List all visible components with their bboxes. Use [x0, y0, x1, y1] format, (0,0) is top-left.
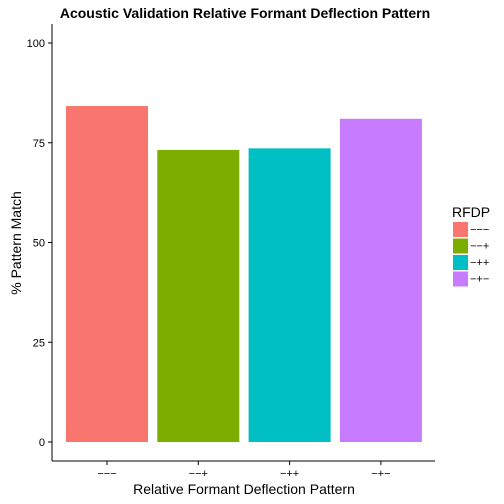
bar-1 — [66, 106, 148, 443]
legend-swatch — [453, 271, 468, 287]
y-axis-ticks: 0 25 50 75 100 — [27, 38, 52, 449]
legend-title: RFDP — [452, 204, 490, 220]
x-tick-label: −−− — [97, 468, 116, 480]
legend: RFDP −−− −−+ −++ −+− — [452, 204, 490, 287]
y-axis-title: % Pattern Match — [8, 191, 24, 295]
y-tick-label: 25 — [33, 337, 45, 349]
x-tick-label: −++ — [280, 468, 299, 480]
y-tick-label: 75 — [33, 138, 45, 150]
y-tick-label: 100 — [27, 38, 45, 50]
bar-2 — [157, 149, 240, 442]
x-axis-title: Relative Formant Deflection Pattern — [133, 481, 355, 497]
legend-swatch — [453, 238, 468, 254]
legend-label: −++ — [470, 257, 489, 269]
y-tick-label: 0 — [39, 437, 45, 449]
x-axis-ticks: −−− −−+ −++ −+− — [97, 461, 391, 480]
x-tick-label: −+− — [371, 468, 390, 480]
chart-title: Acoustic Validation Relative Formant Def… — [60, 5, 430, 21]
legend-label: −−+ — [470, 241, 489, 253]
legend-label: −−− — [470, 224, 489, 236]
y-tick-label: 50 — [33, 238, 45, 250]
bar-4 — [339, 118, 422, 442]
bar-3 — [248, 148, 331, 442]
plot-area — [66, 106, 422, 443]
legend-swatch — [453, 222, 468, 237]
legend-swatch — [453, 255, 468, 270]
x-tick-label: −−+ — [189, 468, 208, 480]
legend-label: −+− — [470, 274, 489, 286]
